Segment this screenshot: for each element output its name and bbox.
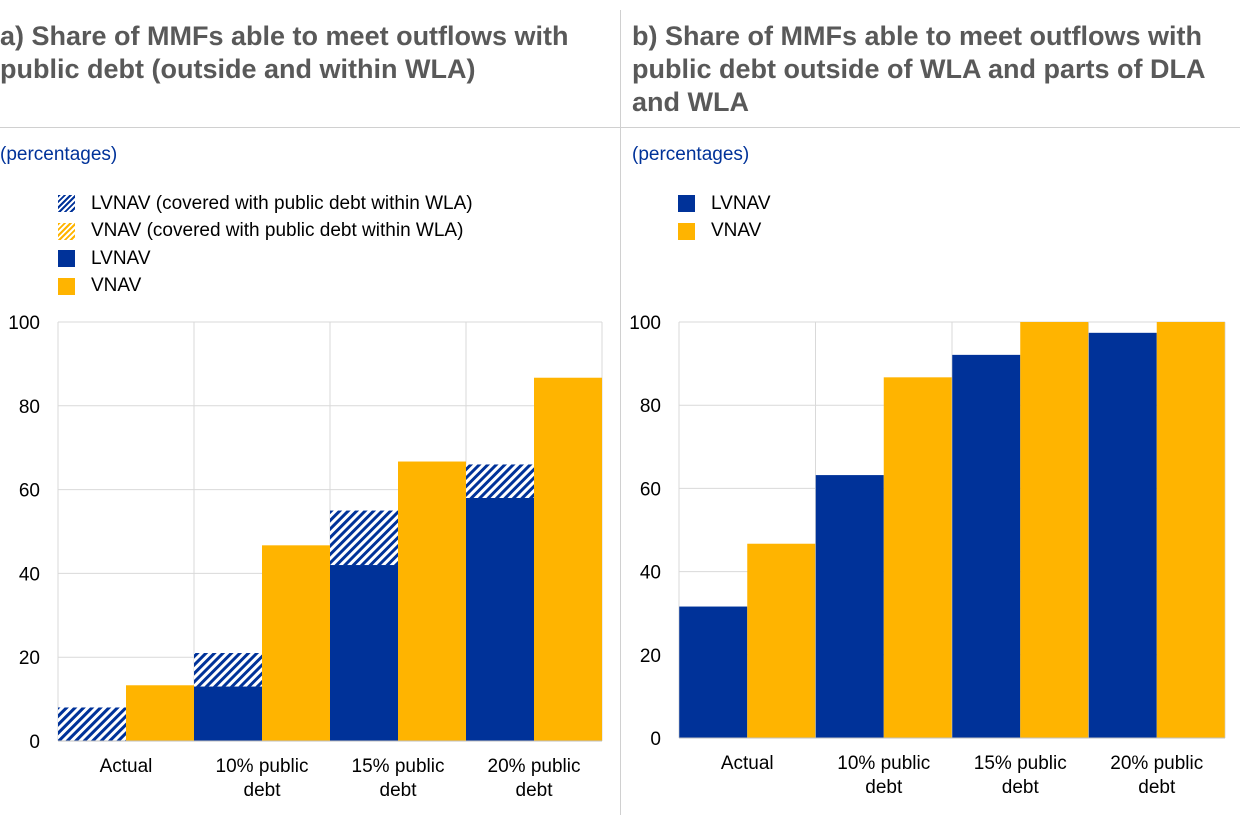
legend-swatch-vnav [678,222,695,240]
bar-lvnav [815,475,884,738]
title-line: b) Share of MMFs able to meet outflows w… [632,21,1203,51]
y-tick-label: 100 [629,313,661,334]
bar-lvnav [466,497,534,741]
y-tick-label: 20 [19,648,40,669]
title-line: a) Share of MMFs able to meet outflows w… [0,21,569,51]
x-tick-label: 10% public debt [837,753,930,798]
title-rule [621,127,1240,128]
legend-label: VNAV [91,275,142,297]
panel-a: a) Share of MMFs able to meet outflows w… [0,20,620,801]
panel-divider [620,10,621,815]
legend-item: LVNAV [58,245,473,273]
bar-lvnav-hatched [58,707,126,741]
bar-vnav [126,685,194,741]
y-tick-label: 20 [640,646,661,667]
y-tick-label: 0 [29,732,40,753]
bar-vnav [747,543,816,738]
legend: LVNAV VNAV [678,190,771,245]
bar-vnav [1020,322,1089,738]
panel-b: b) Share of MMFs able to meet outflows w… [620,0,1240,825]
bar-vnav [534,377,602,741]
title-line: public debt (outside and within WLA) [0,54,476,84]
legend-item: VNAV [678,218,771,246]
bar-lvnav [330,565,398,741]
bar-lvnav [952,354,1021,738]
chart-subtitle: (percentages) [0,144,118,165]
bar-vnav [398,461,466,741]
title-rule [0,127,620,128]
bar-lvnav [1088,332,1157,738]
x-tick-label: 20% public debt [1110,753,1203,798]
bar-vnav [1156,322,1225,738]
bar-lvnav [679,606,748,738]
legend-label: VNAV (covered with public debt within WL… [91,220,464,242]
x-tick-label: 15% public debt [352,756,445,801]
chart-b-plot: 0 20 40 60 80 100 Actual 10% public debt 15% publ… [629,313,1226,798]
x-tick-label: 20% public debt [488,756,581,801]
legend-item: VNAV [58,273,473,301]
x-tick-label: 15% public debt [974,753,1067,798]
y-tick-label: 80 [19,397,40,418]
x-tick-label: Actual [721,753,774,774]
x-tick-label: Actual [100,756,153,777]
legend-label: VNAV [711,220,762,242]
y-tick-label: 40 [640,563,661,584]
legend-item: VNAV (covered with public debt within WL… [58,218,473,246]
legend-swatch-vnav-hatched [58,222,75,240]
y-tick-label: 60 [19,481,40,502]
legend-item: LVNAV [678,190,771,218]
chart-subtitle: (percentages) [632,144,750,165]
legend: LVNAV (covered with public debt within W… [58,190,473,300]
bar-lvnav [194,686,262,741]
y-tick-label: 40 [19,564,40,585]
legend-swatch-lvnav-hatched [58,195,75,213]
y-tick-label: 80 [640,396,661,417]
bar-lvnav-hatched [466,464,534,498]
legend-swatch-lvnav [678,195,695,213]
bar-lvnav-hatched [330,510,398,566]
legend-item: LVNAV (covered with public debt within W… [58,190,473,218]
chart-a-plot: 0 20 40 60 80 100 Actual 10% public debt 15% publ… [8,313,603,801]
legend-swatch-lvnav [58,250,75,268]
bar-vnav [883,377,952,738]
legend-label: LVNAV (covered with public debt within W… [91,192,473,214]
x-tick-label: 10% public debt [216,756,309,801]
title-line: and WLA [632,87,749,117]
title-line: public debt outside of WLA and parts of … [632,54,1206,84]
chart-title: b) Share of MMFs able to meet outflows w… [632,20,1205,119]
bar-vnav [262,545,330,741]
chart-title: a) Share of MMFs able to meet outflows w… [0,20,569,86]
legend-label: LVNAV [711,192,771,214]
legend-swatch-vnav [58,277,75,295]
bar-lvnav-hatched [194,653,262,687]
y-tick-label: 100 [8,313,40,334]
y-tick-label: 60 [640,479,661,500]
legend-label: LVNAV [91,247,151,269]
y-tick-label: 0 [650,729,661,750]
